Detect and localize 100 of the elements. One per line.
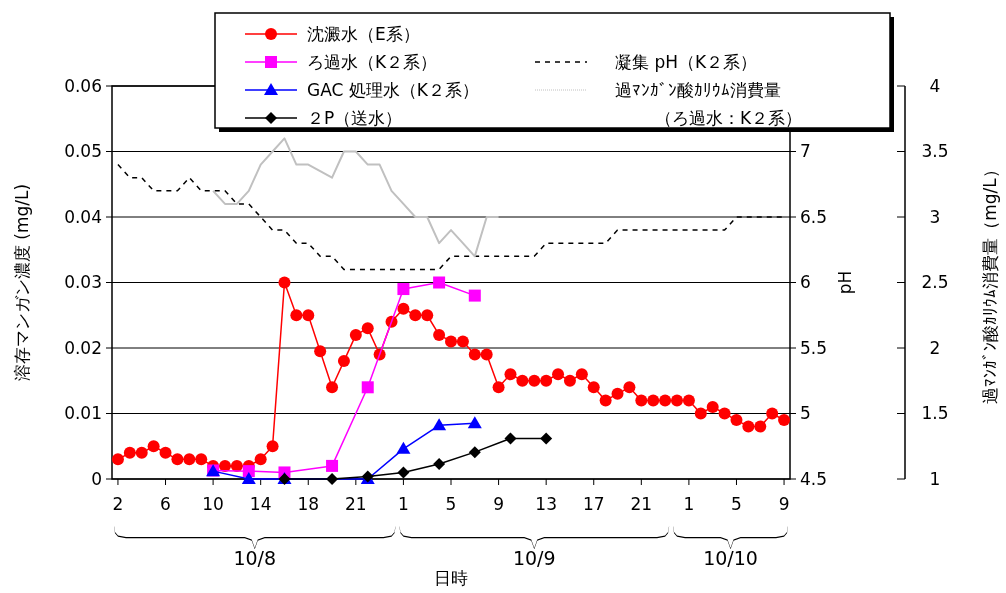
y3-tick-label: 1 (929, 468, 941, 489)
x-tick-label: 5 (445, 493, 457, 514)
point (314, 345, 327, 358)
point (671, 394, 683, 407)
point (623, 381, 636, 394)
point (266, 440, 279, 453)
legend-label: 過ﾏﾝｶﾞﾝ酸ｶﾘｳﾑ消費量（ろ過水：K２系） (615, 79, 803, 128)
point (290, 309, 303, 322)
point (694, 407, 707, 420)
x-tick-label: 18 (297, 493, 320, 514)
line-series (117, 163, 785, 271)
legend-label: GAC 処理水（K２系） (307, 79, 479, 100)
point (302, 309, 315, 322)
point (552, 368, 565, 381)
point (433, 328, 446, 341)
point (468, 289, 481, 302)
point (147, 440, 160, 453)
point (480, 348, 493, 361)
y3-tick-label: 4 (929, 75, 941, 96)
point (111, 453, 124, 466)
point (742, 420, 755, 433)
point (254, 453, 267, 466)
point (326, 473, 339, 485)
point (766, 407, 779, 420)
y-tick-label: 0.01 (64, 403, 102, 424)
y-tick-label: 0.06 (64, 75, 102, 96)
point (421, 309, 434, 322)
point (456, 335, 469, 348)
point (492, 381, 505, 394)
point (528, 374, 541, 387)
x-tick-label: 1 (683, 493, 695, 514)
point (433, 276, 446, 289)
y3-axis-title: 過ﾏﾝｶﾞﾝ酸ｶﾘｳﾑ消費量（mg/L） (979, 161, 1000, 404)
point (599, 394, 612, 407)
x-tick-label: 5 (731, 493, 742, 514)
x-axis-title: 日時 (434, 568, 468, 588)
y3-tick-label: 1.5 (921, 403, 949, 424)
y-tick-label: 0 (91, 468, 102, 489)
point (219, 459, 231, 472)
point (611, 387, 624, 400)
point (135, 446, 148, 459)
point (337, 355, 350, 368)
text: 10/9 (512, 547, 556, 569)
point (540, 374, 553, 387)
point (397, 283, 410, 296)
y3-tick-label: 3.5 (921, 141, 949, 162)
y2-tick-label: 7 (800, 141, 811, 162)
legend-label: 凝集 pH（K２系） (615, 51, 758, 72)
point (504, 432, 517, 445)
point (718, 407, 731, 420)
point (409, 309, 422, 322)
x-tick-label: 21 (630, 493, 653, 514)
legend-label: ろ過水（K２系） (307, 51, 438, 72)
point (171, 453, 184, 466)
y2-tick-label: 6 (800, 272, 811, 293)
y2-tick-label: 4.5 (800, 468, 828, 489)
point (433, 457, 446, 470)
legend-label: 沈澱水（E系） (307, 23, 420, 44)
x-tick-label: 21 (345, 493, 367, 514)
point (159, 446, 172, 459)
point (361, 322, 374, 335)
point (397, 302, 410, 315)
y-axis-title: 溶存マンガン濃度 (mg/L) (11, 183, 32, 382)
y2-tick-label: 5.5 (800, 337, 828, 358)
point (361, 381, 374, 394)
line-series (212, 137, 500, 258)
point (349, 328, 362, 341)
y2-axis-title: pH (834, 270, 855, 295)
point (540, 432, 553, 445)
point (778, 414, 791, 427)
x-tick-label: 9 (493, 493, 504, 514)
point (195, 453, 208, 466)
y2-tick-label: 5 (800, 403, 811, 424)
point (635, 394, 648, 407)
point (730, 414, 743, 427)
point (278, 276, 291, 289)
x-tick-label: 2 (112, 493, 124, 514)
x-tick-label: 1 (398, 493, 409, 514)
y3-tick-label: 2 (929, 337, 941, 358)
x-tick-label: 10 (202, 493, 224, 514)
y-tick-label: 0.04 (64, 206, 102, 227)
point (445, 335, 457, 348)
x-tick-label: 17 (582, 493, 605, 514)
point (682, 394, 695, 407)
y3-tick-label: 3 (929, 206, 941, 227)
point (504, 368, 517, 381)
point (587, 381, 600, 394)
y-tick-label: 0.03 (64, 272, 102, 293)
y2-tick-label: 6.5 (800, 206, 828, 227)
point (326, 459, 339, 472)
point (432, 418, 447, 431)
point (706, 400, 719, 413)
x-tick-label: 14 (249, 493, 272, 514)
point (397, 466, 410, 479)
point (754, 420, 767, 433)
point (563, 374, 576, 387)
point (659, 394, 672, 407)
point (123, 446, 136, 459)
point (647, 394, 660, 407)
y3-tick-label: 2.5 (921, 272, 949, 293)
